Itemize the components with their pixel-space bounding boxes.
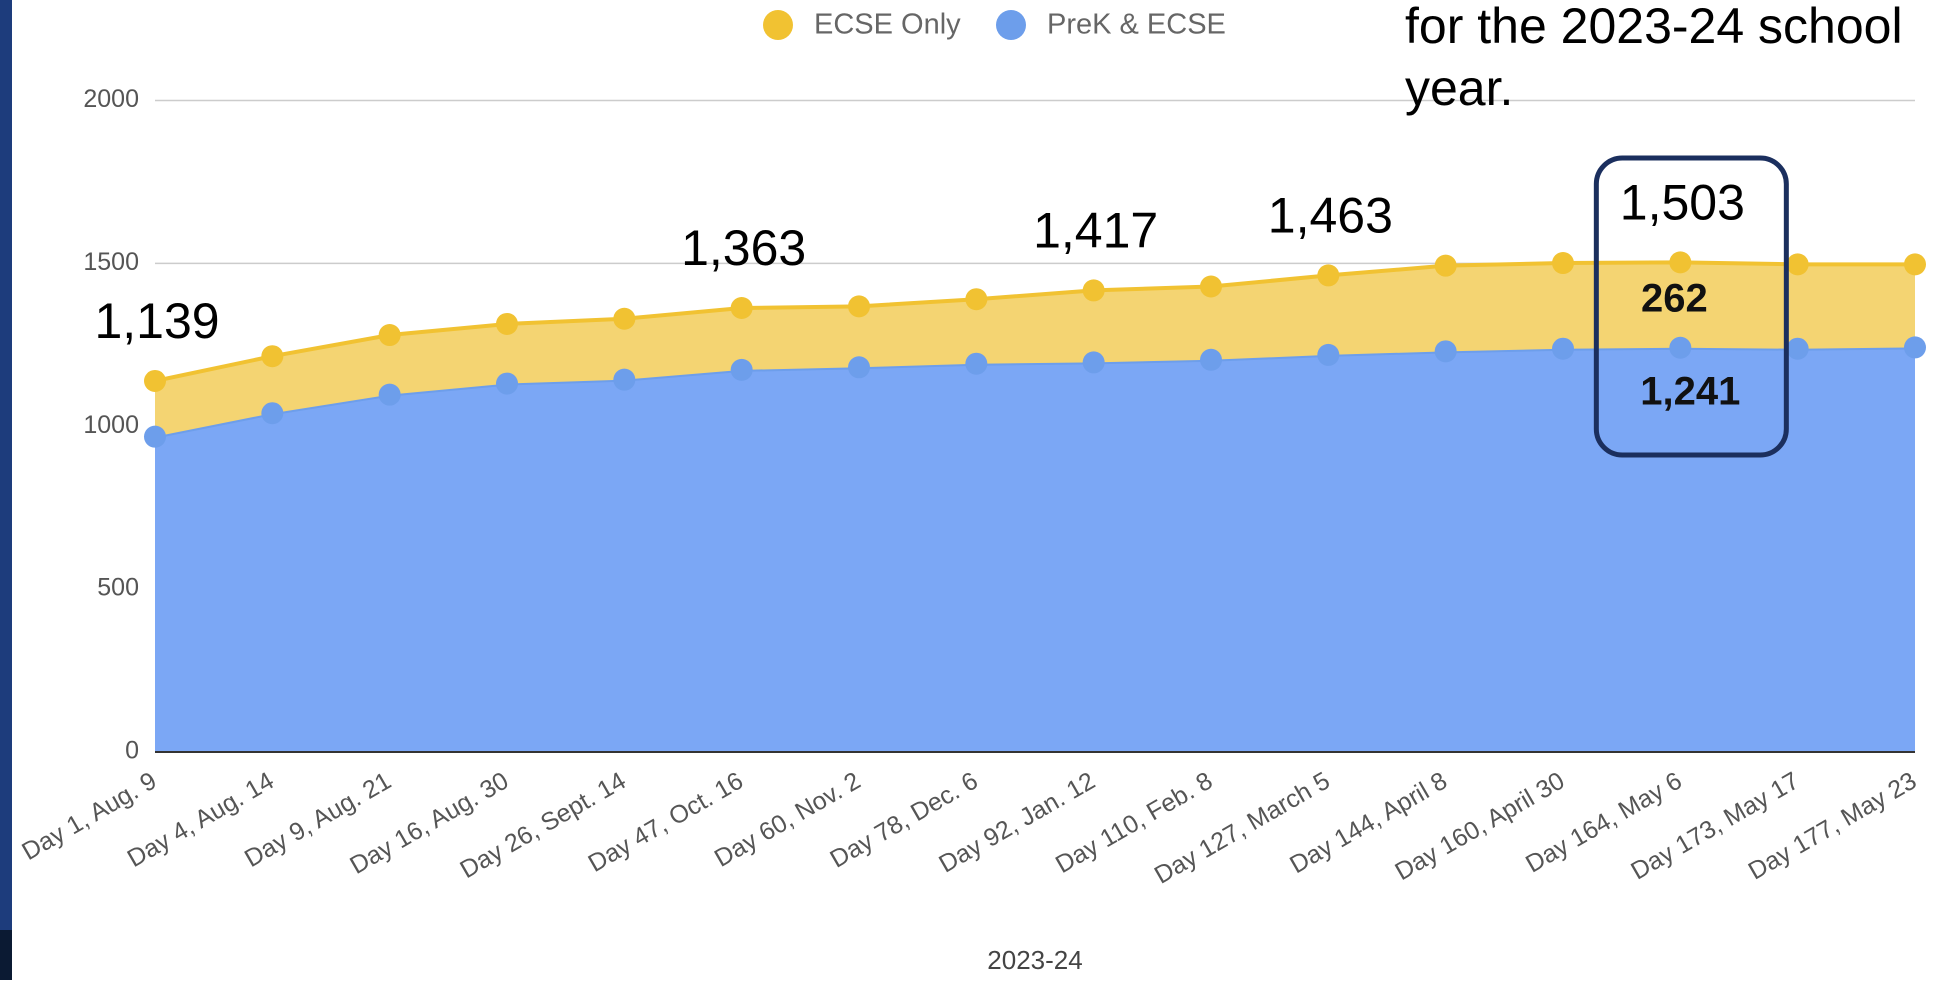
note-text: year. — [1405, 60, 1513, 116]
left-strip-bottom — [0, 930, 12, 980]
point — [261, 345, 284, 368]
point — [1552, 337, 1574, 360]
point — [1786, 253, 1809, 276]
point — [848, 295, 870, 318]
point — [1434, 254, 1457, 277]
point — [1200, 275, 1222, 298]
y-tick-label: 1500 — [83, 248, 139, 276]
areas — [154, 260, 1916, 752]
y-tick-label: 2000 — [83, 85, 139, 113]
point — [378, 324, 401, 347]
data-label: 262 — [1641, 277, 1708, 321]
y-tick-label: 1000 — [83, 411, 139, 439]
point — [144, 369, 166, 392]
total-label: 1,463 — [1268, 188, 1393, 244]
point — [613, 368, 636, 391]
point — [1552, 252, 1574, 275]
total-label: 1,139 — [94, 293, 219, 349]
legend-label: PreK & ECSE — [1047, 9, 1226, 41]
legend-swatch — [996, 10, 1026, 40]
x-axis-title: 2023-24 — [987, 945, 1082, 975]
point — [261, 402, 284, 425]
point — [1904, 253, 1926, 276]
point — [1786, 337, 1809, 360]
note-text: for the 2023-24 school — [1405, 0, 1903, 54]
point — [1669, 251, 1692, 274]
left-strip — [0, 0, 12, 930]
total-label: 1,503 — [1620, 175, 1745, 231]
area — [155, 347, 1915, 752]
point — [730, 297, 753, 320]
area — [155, 262, 1915, 437]
point — [1434, 340, 1457, 363]
total-label: 1,363 — [681, 220, 806, 276]
highlight-box — [1593, 155, 1789, 458]
point — [496, 312, 518, 335]
point — [848, 356, 870, 379]
point — [1317, 264, 1340, 287]
point — [1669, 336, 1692, 359]
y-tick-label: 0 — [125, 737, 139, 765]
point — [496, 372, 518, 395]
y-tick-label: 500 — [97, 574, 139, 602]
point — [965, 352, 988, 375]
legend-swatch — [763, 10, 793, 40]
total-label: 1,417 — [1033, 203, 1158, 259]
point — [1904, 336, 1926, 359]
data-label: 1,241 — [1640, 369, 1740, 413]
point — [1317, 343, 1340, 366]
area-line — [154, 260, 1915, 383]
point — [1082, 351, 1105, 374]
point — [730, 358, 753, 381]
point — [1200, 348, 1222, 371]
point — [1082, 279, 1105, 302]
point — [144, 425, 166, 448]
legend-label: ECSE Only — [814, 9, 961, 41]
point — [378, 383, 401, 406]
point — [965, 288, 988, 311]
point — [613, 307, 636, 330]
